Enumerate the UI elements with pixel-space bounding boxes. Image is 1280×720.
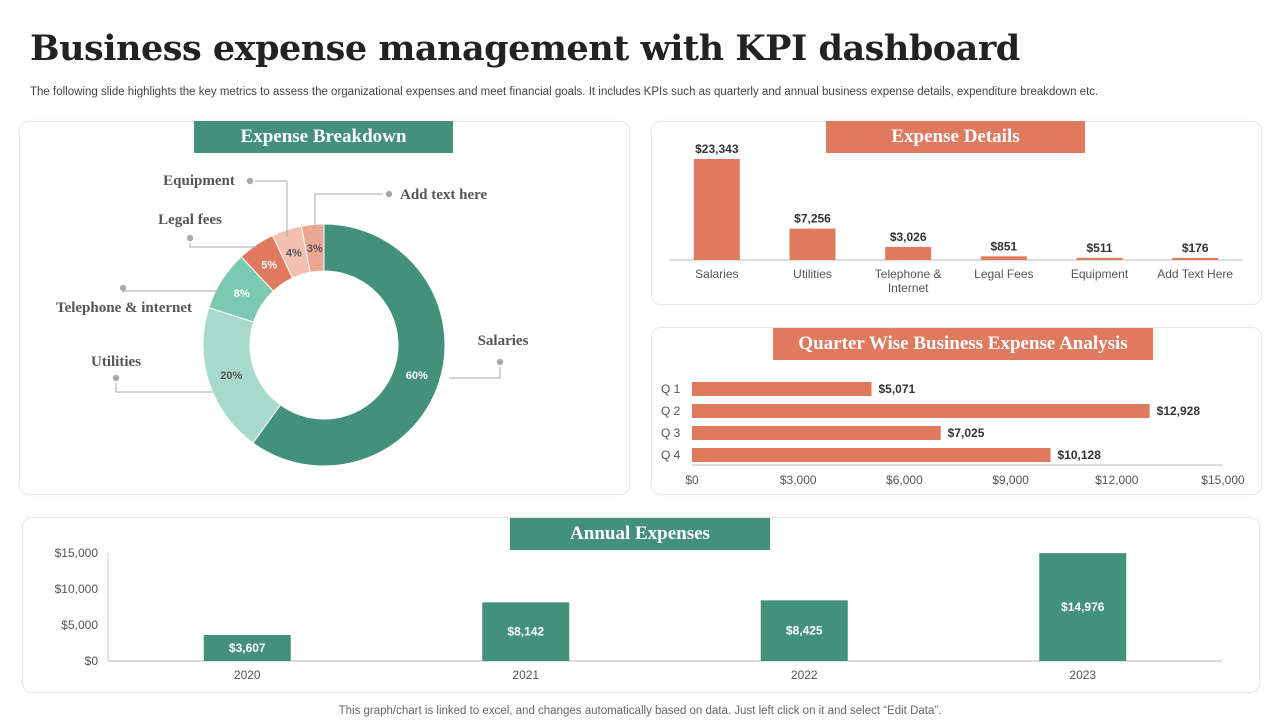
details-category-label: Add Text Here	[1157, 267, 1233, 281]
expense-breakdown-title: Expense Breakdown	[194, 121, 453, 153]
details-value-label: $851	[990, 239, 1017, 253]
leader-line-salaries	[449, 367, 501, 379]
annual-category-label: 2021	[512, 668, 539, 682]
details-value-label: $23,343	[695, 142, 739, 156]
details-bar-salaries[interactable]	[693, 159, 740, 260]
annual-value-label: $8,142	[507, 625, 544, 639]
details-category-label: Salaries	[695, 267, 738, 281]
leader-line-legal-fees	[189, 243, 257, 248]
annual-tick-label: $5,000	[61, 618, 98, 632]
annual-category-label: 2022	[791, 668, 818, 682]
leader-dot-utilities	[112, 374, 120, 382]
details-bar-equipment[interactable]	[1076, 257, 1123, 260]
quarter-bar-q-2[interactable]	[692, 404, 1150, 418]
donut-category-label-salaries: Salaries	[478, 333, 529, 349]
annual-tick-label: $0	[85, 654, 99, 668]
quarter-value-label: $12,928	[1157, 404, 1201, 418]
quarter-tick-label: $3,000	[780, 473, 817, 487]
details-bar-telephone-internet[interactable]	[885, 246, 932, 260]
donut-slice-salaries[interactable]	[252, 223, 446, 467]
details-bar-utilities[interactable]	[789, 228, 836, 260]
quarter-tick-label: $12,000	[1095, 473, 1139, 487]
quarter-category-label: Q 2	[661, 404, 681, 418]
quarter-tick-label: $6,000	[886, 473, 923, 487]
donut-category-label-utilities: Utilities	[91, 354, 141, 370]
annual-tick-label: $10,000	[55, 582, 99, 596]
details-value-label: $3,026	[890, 230, 927, 244]
annual-bar-2023[interactable]	[1039, 553, 1127, 661]
leader-line-add-text-here	[314, 193, 383, 229]
quarter-bar-q-1[interactable]	[692, 382, 872, 396]
quarter-category-label: Q 1	[661, 382, 681, 396]
quarter-bar-q-3[interactable]	[692, 426, 941, 440]
annual-bar-2021[interactable]	[482, 602, 570, 661]
details-bar-add-text-here[interactable]	[1172, 258, 1219, 260]
donut-category-label-add-text-here: Add text here	[400, 187, 488, 203]
annual-bar-2020[interactable]	[203, 635, 291, 661]
annual-tick-label: $15,000	[55, 546, 99, 560]
leader-dot-salaries	[496, 358, 504, 366]
donut-value-label-equipment: 4%	[286, 247, 302, 259]
quarter-tick-label: $9,000	[992, 473, 1029, 487]
details-bar-legal-fees[interactable]	[980, 256, 1027, 260]
leader-dot-legal-fees	[186, 234, 194, 242]
quarter-value-label: $5,071	[879, 382, 916, 396]
details-value-label: $176	[1182, 241, 1209, 255]
expense-breakdown-chart[interactable]: 60% 20% 8% 5% 4% 3% Salaries Utilities Telephone…	[19, 121, 628, 493]
annual-category-label: 2023	[1069, 668, 1096, 682]
annual-expenses-chart[interactable]: $0 $5,000 $10,000 $15,000 $3,607 2020 $8,142 20…	[22, 517, 1258, 691]
annual-expenses-title: Annual Expenses	[510, 518, 770, 550]
quarter-analysis-title: Quarter Wise Business Expense Analysis	[773, 328, 1153, 360]
annual-bar-2022[interactable]	[760, 600, 848, 661]
donut-category-label-telephone-internet: Telephone & internet	[56, 300, 192, 316]
details-category-label: Legal Fees	[974, 267, 1033, 281]
footnote: This graph/chart is linked to excel, and…	[338, 705, 942, 717]
donut-value-label-salaries: 60%	[406, 370, 428, 382]
details-category-label: Utilities	[793, 267, 832, 281]
quarter-bar-q-4[interactable]	[692, 448, 1051, 462]
annual-value-label: $3,607	[229, 641, 266, 655]
donut-category-label-legal-fees: Legal fees	[158, 212, 222, 228]
leader-line-equipment	[255, 180, 288, 237]
donut-value-label-add-text-here: 3%	[307, 243, 323, 255]
leader-line-telephone-internet	[122, 290, 219, 293]
expense-details-title: Expense Details	[826, 121, 1085, 153]
details-value-label: $7,256	[794, 212, 831, 226]
donut-value-label-legal-fees: 5%	[261, 259, 277, 271]
donut-value-label-utilities: 20%	[220, 370, 242, 382]
quarter-category-label: Q 4	[661, 448, 681, 462]
quarter-analysis-chart[interactable]: $0 $3,000 $6,000 $9,000 $12,000 $15,000 Q 1 $5,…	[651, 327, 1260, 493]
quarter-tick-label: $0	[685, 473, 699, 487]
leader-dot-equipment	[246, 177, 254, 185]
page-title: Business expense management with KPI das…	[30, 28, 1020, 69]
donut-category-label-equipment: Equipment	[163, 173, 235, 189]
quarter-tick-label: $15,000	[1201, 473, 1245, 487]
details-value-label: $511	[1086, 241, 1112, 255]
donut-value-label-telephone-internet: 8%	[234, 288, 250, 300]
leader-line-utilities	[115, 383, 213, 393]
leader-dot-add-text-here	[385, 190, 393, 198]
donut-slice-add-text-here[interactable]	[300, 223, 325, 273]
details-category-label: Telephone & Internet	[875, 267, 942, 295]
details-category-label: Equipment	[1071, 267, 1129, 281]
quarter-value-label: $10,128	[1058, 448, 1102, 462]
annual-category-label: 2020	[234, 668, 261, 682]
quarter-value-label: $7,025	[948, 426, 985, 440]
annual-value-label: $8,425	[786, 624, 823, 638]
annual-value-label: $14,976	[1061, 600, 1105, 614]
expense-details-chart[interactable]: $23,343 Salaries $7,256 Utilities $3,026 Tele…	[651, 121, 1260, 303]
leader-dot-telephone-internet	[119, 284, 127, 292]
page-subtitle: The following slide highlights the key m…	[30, 86, 1099, 98]
quarter-category-label: Q 3	[661, 426, 681, 440]
